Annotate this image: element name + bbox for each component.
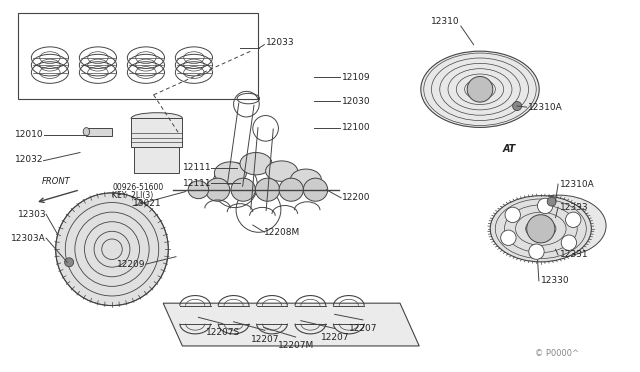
Text: 12207M: 12207M [278,341,314,350]
Text: 12030: 12030 [342,97,371,106]
Ellipse shape [214,162,246,184]
Circle shape [561,235,577,250]
Polygon shape [163,303,419,346]
Text: 12207: 12207 [321,333,349,342]
Ellipse shape [131,113,182,124]
Circle shape [500,230,516,246]
Ellipse shape [266,161,298,182]
Text: FRONT: FRONT [42,177,70,186]
Text: 12310: 12310 [431,17,459,26]
Text: 12209: 12209 [117,260,146,269]
Text: 12032: 12032 [15,155,44,164]
Text: 12200: 12200 [342,193,371,202]
Text: 12303: 12303 [17,210,46,219]
Text: 12208M: 12208M [264,228,301,237]
Text: 12111: 12111 [182,163,211,172]
Text: © P0000^: © P0000^ [535,349,579,358]
Circle shape [513,102,522,110]
Circle shape [505,207,520,222]
Text: 12109: 12109 [342,73,371,81]
Ellipse shape [188,181,209,199]
Ellipse shape [83,128,90,136]
Text: 12310A: 12310A [528,103,563,112]
Text: 12310A: 12310A [560,180,595,189]
Circle shape [527,215,555,243]
Circle shape [566,212,581,228]
Text: 12330: 12330 [541,276,570,285]
Ellipse shape [231,178,255,201]
Text: 12033: 12033 [266,38,294,47]
Text: 13021: 13021 [133,199,162,208]
Text: 12010: 12010 [15,130,44,139]
Ellipse shape [291,169,321,190]
Text: 12303A: 12303A [12,234,46,243]
Text: 12331: 12331 [560,250,589,259]
Text: 00926-51600: 00926-51600 [112,183,163,192]
Ellipse shape [205,178,230,201]
Ellipse shape [240,153,272,175]
Circle shape [538,198,553,214]
Text: KEY  2LⅠ(3): KEY 2LⅠ(3) [112,191,153,200]
Circle shape [65,258,74,267]
Text: 12100: 12100 [342,123,371,132]
Ellipse shape [303,178,328,201]
Circle shape [547,197,556,206]
Ellipse shape [511,195,606,257]
Text: 12207S: 12207S [205,328,240,337]
Circle shape [467,77,493,102]
FancyBboxPatch shape [86,128,112,136]
Text: 12111: 12111 [182,179,211,188]
Ellipse shape [420,51,539,127]
Circle shape [529,244,544,259]
Text: 12333: 12333 [560,203,589,212]
Text: 12207: 12207 [251,335,279,344]
Ellipse shape [490,196,591,262]
Text: AT: AT [502,144,515,154]
Ellipse shape [279,178,303,201]
Text: 12207: 12207 [349,324,377,333]
FancyBboxPatch shape [131,118,182,147]
FancyBboxPatch shape [134,147,179,173]
Ellipse shape [255,178,280,201]
Circle shape [56,193,168,305]
